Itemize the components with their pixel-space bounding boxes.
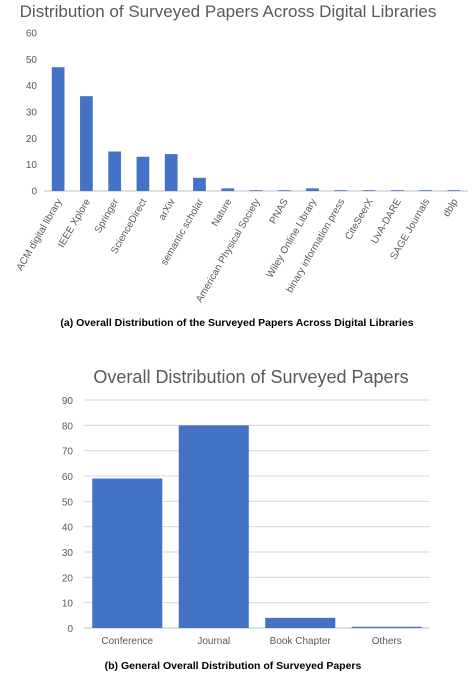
y-tick-label: 30 — [26, 108, 38, 119]
x-tick-label: CiteSeerX — [343, 197, 375, 242]
y-tick-label: 40 — [26, 81, 38, 92]
bar — [221, 188, 235, 191]
bar — [419, 190, 432, 191]
y-tick-label: 50 — [26, 55, 38, 66]
y-tick-label: 80 — [62, 421, 74, 432]
y-tick-label: 0 — [67, 624, 73, 635]
bar — [265, 617, 336, 628]
chart-a-y-tick-labels: 0 10 20 30 40 50 60 — [26, 29, 38, 198]
y-tick-label: 10 — [62, 599, 74, 610]
bar — [390, 190, 404, 191]
y-tick-label: 20 — [62, 573, 74, 584]
y-tick-label: 20 — [26, 134, 38, 145]
x-tick-label: Wiley Online Library — [265, 197, 319, 280]
bar — [164, 154, 178, 191]
x-tick-label: Others — [372, 636, 402, 647]
bar — [178, 425, 249, 628]
chart-b-y-tick-labels: 0 10 20 30 40 50 60 70 80 90 — [62, 396, 74, 635]
bar — [80, 96, 93, 191]
bar — [306, 188, 319, 191]
x-tick-label: Nature — [210, 197, 235, 229]
x-tick-label: ACM digital library — [15, 197, 65, 273]
y-tick-label: 60 — [62, 472, 74, 483]
y-tick-label: 30 — [62, 548, 74, 559]
bar — [277, 190, 291, 191]
chart-b-title: Overall Distribution of Surveyed Papers — [93, 367, 408, 387]
y-tick-label: 40 — [62, 523, 74, 534]
x-tick-label: American Physical Society — [194, 197, 262, 305]
x-tick-label: Conference — [101, 636, 153, 647]
chart-b: Overall Distribution of Surveyed Papers … — [62, 367, 430, 672]
y-tick-label: 50 — [62, 497, 74, 508]
y-tick-label: 70 — [62, 447, 74, 458]
y-tick-label: 0 — [31, 187, 37, 198]
chart-a-caption: (a) Overall Distribution of the Surveyed… — [60, 317, 413, 329]
x-tick-label: Journal — [197, 636, 230, 647]
x-tick-label: arXiv — [157, 197, 178, 222]
chart-a-title: Distribution of Surveyed Papers Across D… — [20, 2, 437, 21]
y-tick-label: 90 — [62, 396, 74, 407]
bar — [362, 190, 376, 191]
chart-b-x-tick-labels: Conference Journal Book Chapter Others — [101, 636, 401, 647]
chart-a: Distribution of Surveyed Papers Across D… — [15, 2, 468, 329]
bar — [92, 478, 163, 628]
chart-a-bars — [51, 67, 461, 191]
x-tick-label: PNAS — [268, 197, 291, 226]
bar — [249, 190, 263, 191]
y-tick-label: 60 — [26, 29, 38, 40]
x-tick-label: Book Chapter — [270, 636, 332, 647]
bar — [351, 626, 422, 628]
x-tick-label: Springer — [93, 196, 122, 235]
y-tick-label: 10 — [26, 160, 38, 171]
bar — [108, 151, 122, 191]
bar — [136, 156, 150, 191]
x-tick-label: dblp — [441, 197, 460, 219]
chart-b-caption: (b) General Overall Distribution of Surv… — [105, 660, 362, 672]
bar — [193, 177, 206, 191]
bar — [447, 190, 461, 191]
chart-b-bars — [92, 425, 422, 628]
bar — [51, 67, 65, 191]
bar — [334, 190, 348, 191]
